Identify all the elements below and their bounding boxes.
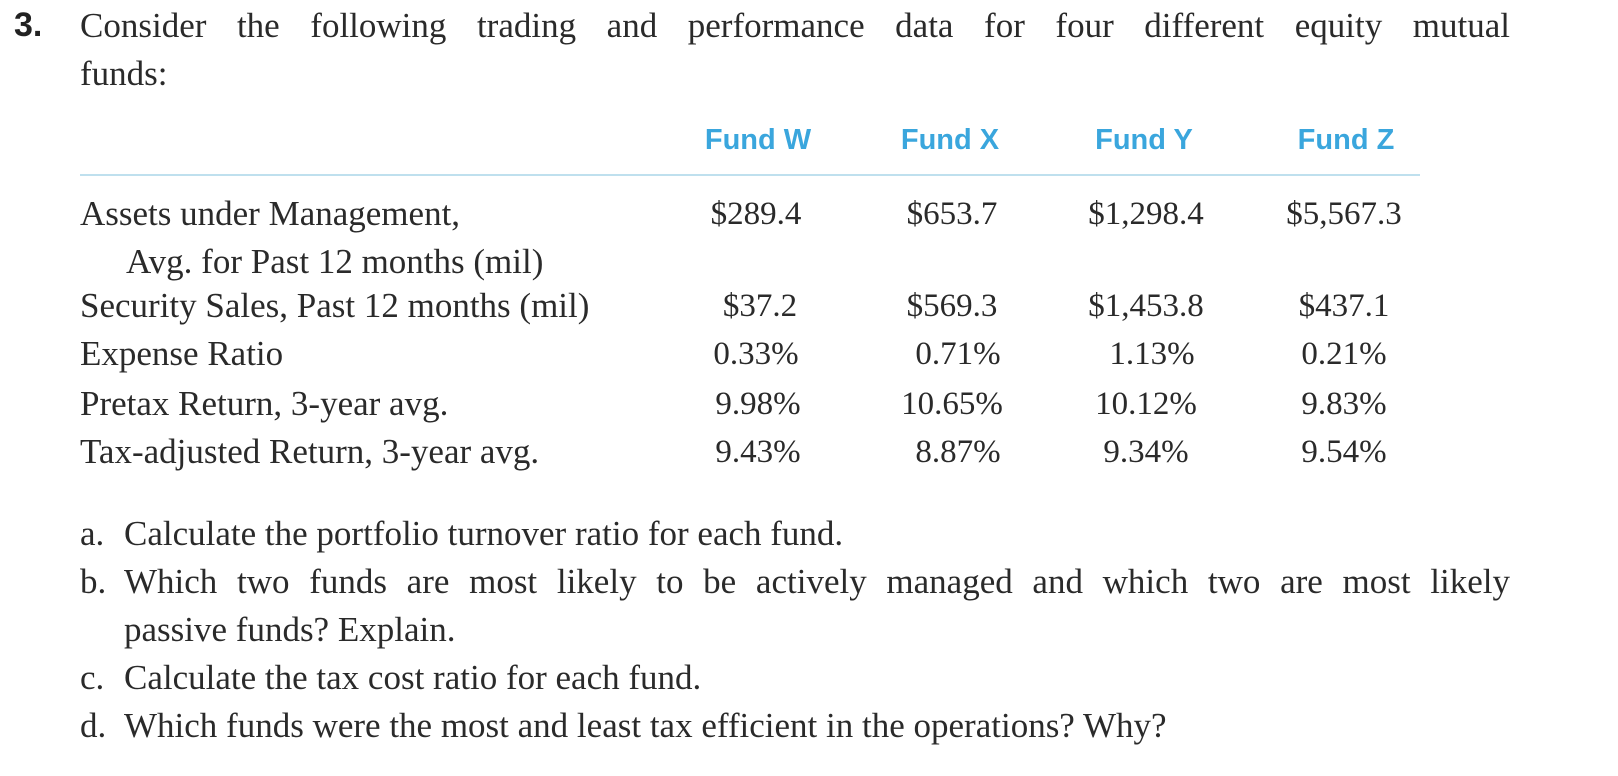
row-sublabel-text: Avg. for Past 12 months (mil): [126, 242, 544, 281]
cell-expense-fund-w: 0.33%: [713, 336, 799, 372]
row-label-assets-under-management: Assets under Management, Avg. for Past 1…: [80, 190, 543, 286]
cell-expense-fund-y: 1.13%: [1109, 336, 1195, 372]
sub-question-b: b. Which two funds are most likely to be…: [80, 558, 1510, 654]
sub-question-letter: c.: [80, 658, 105, 697]
cell-taxadj-fund-z: 9.54%: [1301, 434, 1387, 470]
sub-question-text-line-1: Which two funds are most likely to be ac…: [124, 562, 1510, 601]
column-header-fund-z: Fund Z: [1297, 124, 1395, 156]
row-label-expense-ratio: Expense Ratio: [80, 334, 284, 373]
row-label-text: Assets under Management,: [80, 194, 461, 233]
cell-taxadj-fund-x: 8.87%: [915, 434, 1001, 470]
cell-sales-fund-w: $37.2: [722, 288, 798, 324]
cell-aum-fund-z: $5,567.3: [1286, 196, 1402, 232]
column-header-fund-w: Fund W: [704, 124, 812, 156]
sub-question-a: a. Calculate the portfolio turnover rati…: [80, 510, 1510, 558]
sub-question-text: Calculate the portfolio turnover ratio f…: [124, 514, 844, 553]
row-label-security-sales: Security Sales, Past 12 months (mil): [80, 286, 590, 325]
cell-pretax-fund-x: 10.65%: [901, 386, 1003, 422]
column-header-fund-x: Fund X: [900, 124, 1000, 156]
column-header-fund-y: Fund Y: [1095, 124, 1193, 156]
sub-question-c: c. Calculate the tax cost ratio for each…: [80, 654, 1510, 702]
question-prompt-line-1: Consider the following trading and perfo…: [80, 6, 1510, 45]
row-label-tax-adjusted-return: Tax-adjusted Return, 3-year avg.: [80, 432, 540, 471]
sub-question-text: Calculate the tax cost ratio for each fu…: [124, 658, 702, 697]
cell-aum-fund-y: $1,298.4: [1088, 196, 1204, 232]
cell-pretax-fund-w: 9.98%: [715, 386, 801, 422]
question-prompt: Consider the following trading and perfo…: [80, 2, 1510, 98]
row-label-pretax-return: Pretax Return, 3-year avg.: [80, 384, 449, 423]
question-prompt-line-2: funds:: [80, 54, 168, 93]
cell-sales-fund-y: $1,453.8: [1088, 288, 1204, 324]
sub-question-letter: a.: [80, 514, 105, 553]
cell-pretax-fund-z: 9.83%: [1301, 386, 1387, 422]
cell-taxadj-fund-w: 9.43%: [715, 434, 801, 470]
cell-expense-fund-z: 0.21%: [1301, 336, 1387, 372]
sub-question-text-line-2: passive funds? Explain.: [124, 610, 456, 649]
cell-taxadj-fund-y: 9.34%: [1103, 434, 1189, 470]
cell-sales-fund-z: $437.1: [1298, 288, 1390, 324]
cell-expense-fund-x: 0.71%: [915, 336, 1001, 372]
cell-aum-fund-w: $289.4: [710, 196, 802, 232]
cell-pretax-fund-y: 10.12%: [1095, 386, 1197, 422]
sub-question-text: Which funds were the most and least tax …: [124, 706, 1167, 745]
question-number: 3.: [14, 6, 43, 44]
sub-question-letter: d.: [80, 706, 107, 745]
header-divider: [80, 174, 1420, 176]
sub-questions-list: a. Calculate the portfolio turnover rati…: [80, 510, 1510, 750]
sub-question-d: d. Which funds were the most and least t…: [80, 702, 1510, 750]
cell-aum-fund-x: $653.7: [906, 196, 998, 232]
cell-sales-fund-x: $569.3: [906, 288, 998, 324]
sub-question-letter: b.: [80, 562, 107, 601]
